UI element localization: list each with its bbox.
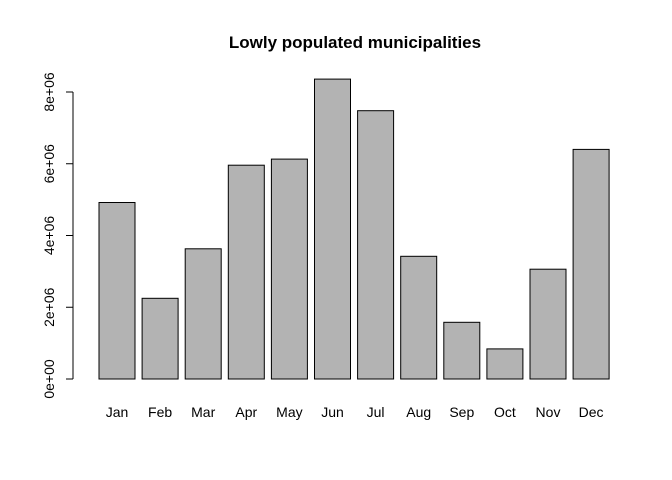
x-tick-label-jul: Jul: [367, 404, 385, 420]
bar-nov: [529, 268, 567, 380]
x-tick-label-dec: Dec: [579, 404, 604, 420]
y-tick-label: 6e+06: [41, 144, 57, 184]
x-tick-label-may: May: [276, 404, 302, 420]
x-tick-labels: Jan Feb Mar Apr May Jun Jul Aug Sep Oct Nov Dec: [106, 404, 604, 420]
bar-feb: [141, 297, 179, 380]
y-tick-label: 8e+06: [41, 72, 57, 112]
bars: [98, 78, 610, 380]
bar-apr: [227, 164, 265, 380]
x-tick-label-apr: Apr: [235, 404, 257, 420]
y-tick-label: 4e+06: [41, 216, 57, 256]
y-axis: 0e+00 2e+06 4e+06 6e+06 8e+06: [41, 72, 74, 399]
bar-mar: [184, 248, 222, 380]
y-tick-label: 0e+00: [41, 359, 57, 399]
x-tick-label-sep: Sep: [449, 404, 474, 420]
x-tick-label-jan: Jan: [106, 404, 129, 420]
x-tick-label-aug: Aug: [406, 404, 431, 420]
y-tick-label: 2e+06: [41, 287, 57, 327]
bar-may: [270, 158, 308, 380]
bar-jan: [98, 202, 136, 380]
bar-oct: [486, 348, 524, 380]
x-tick-label-jun: Jun: [321, 404, 344, 420]
x-tick-label-feb: Feb: [148, 404, 172, 420]
bar-jul: [357, 110, 395, 380]
bar-aug: [400, 255, 438, 380]
chart-title: Lowly populated municipalities: [229, 33, 481, 52]
bar-sep: [443, 321, 481, 380]
x-tick-label-oct: Oct: [494, 404, 516, 420]
bar-dec: [572, 148, 610, 380]
bar-jun: [314, 78, 351, 380]
x-tick-label-mar: Mar: [191, 404, 215, 420]
x-tick-label-nov: Nov: [536, 404, 561, 420]
